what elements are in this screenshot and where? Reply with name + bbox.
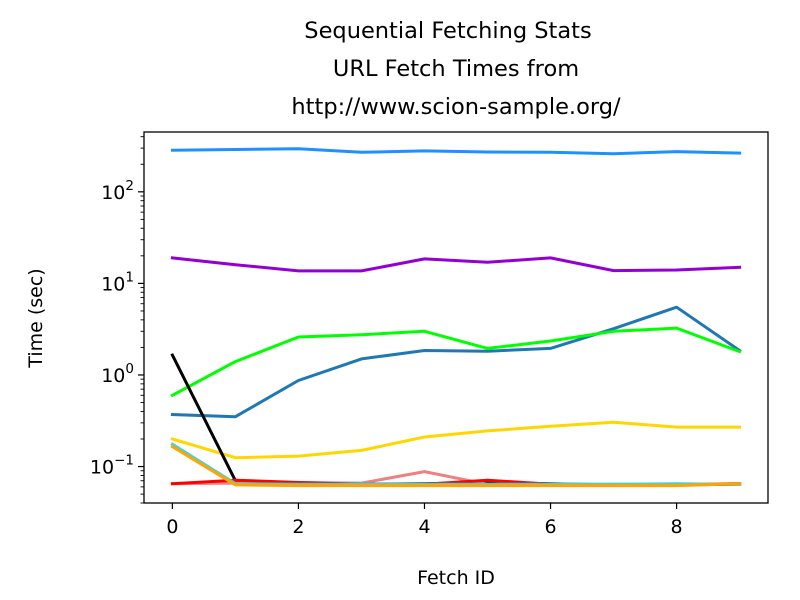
- series-line-6: [170, 353, 742, 487]
- chart-title-line-3: http://www.scion-sample.org/: [291, 94, 621, 120]
- series-line-4: [170, 326, 742, 398]
- x-axis: 0 2 4 6 8: [166, 503, 683, 538]
- y-tick-label: 10−1: [90, 453, 134, 479]
- y-tick-label: 102: [101, 178, 134, 204]
- series-line-3: [170, 305, 742, 419]
- y-tick-label: 101: [101, 269, 134, 295]
- x-tick-label: 4: [418, 516, 430, 538]
- chart-title: Sequential Fetching Stats URL Fetch Time…: [291, 18, 621, 120]
- chart-title-line-1: Sequential Fetching Stats: [304, 18, 591, 44]
- y-tick-label: 100: [101, 361, 134, 387]
- series-line-10: [170, 444, 742, 488]
- series-line-2: [170, 256, 742, 273]
- x-tick-label: 2: [292, 516, 304, 538]
- x-tick-label: 8: [671, 516, 683, 538]
- series-line-1: [170, 147, 742, 156]
- series-line-5: [170, 420, 742, 460]
- plot-area-frame: [143, 131, 769, 504]
- x-tick-label: 6: [544, 516, 556, 538]
- y-axis: 10−1 100 101 102: [90, 136, 144, 504]
- x-axis-label: Fetch ID: [417, 567, 495, 589]
- y-axis-label: Time (sec): [25, 268, 47, 368]
- series-layer: [170, 147, 742, 488]
- x-tick-label: 0: [166, 516, 178, 538]
- chart-title-line-2: URL Fetch Times from: [333, 56, 579, 82]
